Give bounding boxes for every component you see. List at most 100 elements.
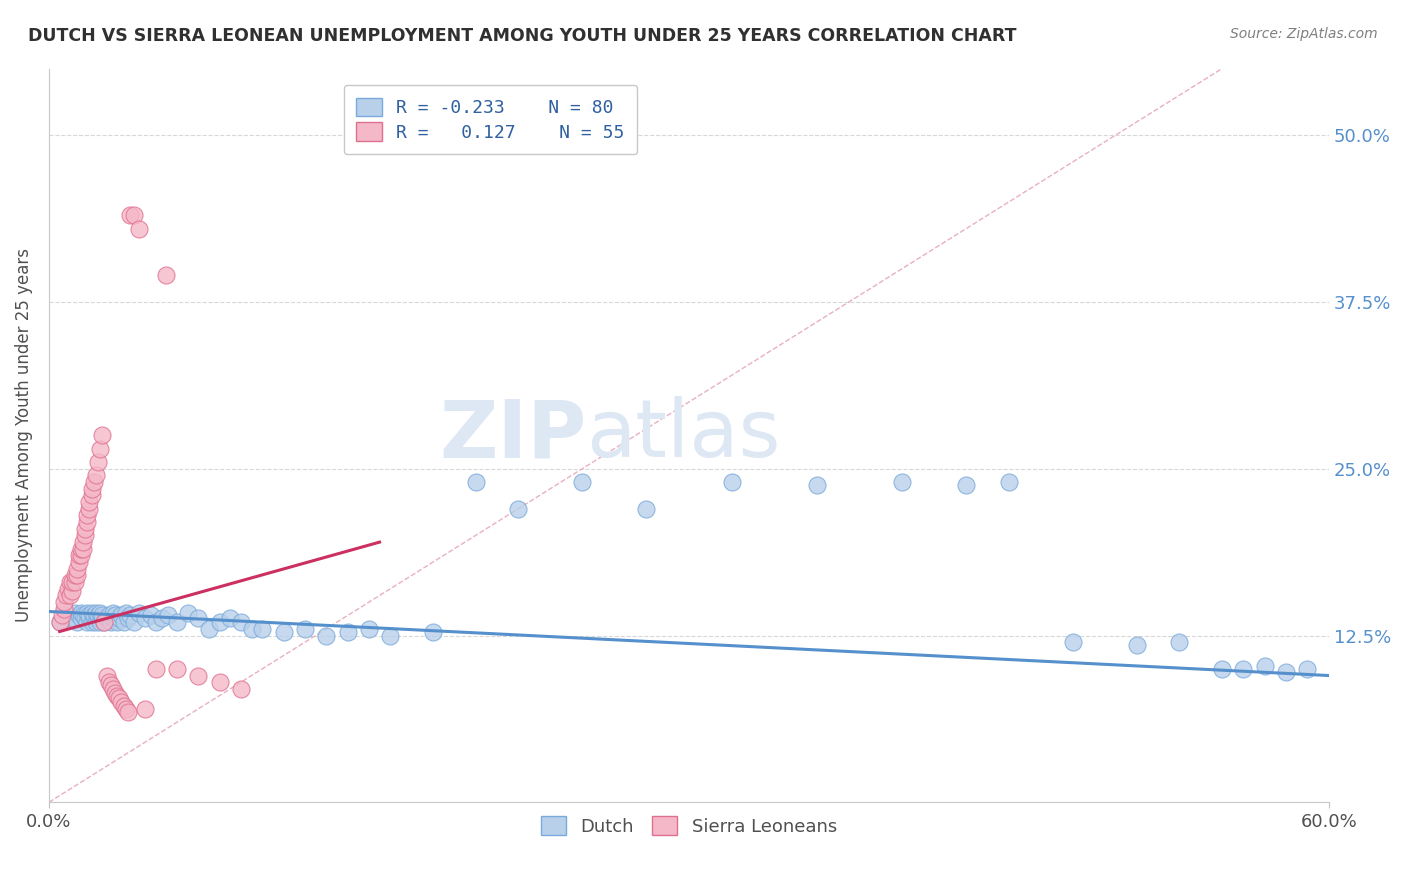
Point [63,568,86,582]
Point [636,501,658,516]
Point [96,668,118,682]
Point [508,501,530,516]
Point [75,528,97,542]
Point [63,575,86,590]
Point [72,608,94,623]
Point [198,622,221,636]
Point [124,208,146,222]
Point [998,475,1021,489]
Point [70,606,93,620]
Text: atlas: atlas [586,396,780,475]
Point [187,611,209,625]
Point [80,615,103,629]
Point [84,468,107,483]
Point [219,611,242,625]
Point [104,686,127,700]
Point [155,268,177,283]
Point [145,615,167,629]
Point [75,522,97,536]
Point [1062,635,1084,649]
Point [76,508,98,523]
Point [80,482,103,496]
Point [79,611,101,625]
Point [84,615,107,629]
Point [118,608,141,623]
Point [80,606,103,620]
Point [240,622,263,636]
Point [59,575,82,590]
Point [52,602,75,616]
Point [62,584,84,599]
Point [52,595,75,609]
Point [67,549,90,563]
Point [166,662,188,676]
Point [176,606,198,620]
Point [104,608,127,623]
Point [89,606,111,620]
Point [76,515,98,529]
Point [55,589,77,603]
Point [67,555,90,569]
Text: Source: ZipAtlas.com: Source: ZipAtlas.com [1230,27,1378,41]
Point [114,702,136,716]
Point [118,208,141,222]
Point [422,624,444,639]
Point [91,611,114,625]
Point [117,611,139,625]
Point [83,475,105,489]
Point [66,615,89,629]
Point [1232,662,1254,676]
Point [83,611,105,625]
Point [48,615,70,629]
Point [1296,662,1319,676]
Point [128,221,150,235]
Y-axis label: Unemployment Among Youth under 25 years: Unemployment Among Youth under 25 years [15,248,32,623]
Point [134,702,156,716]
Point [1168,635,1191,649]
Point [336,624,359,639]
Point [806,477,828,491]
Point [72,541,94,556]
Point [72,535,94,549]
Point [67,608,90,623]
Point [141,608,163,623]
Point [134,611,156,625]
Point [315,628,337,642]
Point [56,582,79,596]
Point [51,608,73,623]
Point [108,691,131,706]
Point [83,608,105,623]
Point [55,608,77,623]
Point [87,611,110,625]
Point [93,615,115,629]
Point [157,608,180,623]
Point [720,475,742,489]
Point [166,615,188,629]
Point [97,675,120,690]
Point [70,611,93,625]
Point [108,611,131,625]
Point [76,606,98,620]
Point [100,615,122,629]
Text: ZIP: ZIP [439,396,586,475]
Point [208,615,231,629]
Point [62,575,84,590]
Point [70,549,93,563]
Point [1126,638,1149,652]
Point [357,622,380,636]
Point [124,615,146,629]
Point [112,615,135,629]
Point [59,611,82,625]
Point [101,606,124,620]
Point [105,689,128,703]
Point [187,668,209,682]
Point [93,615,115,629]
Point [110,608,132,623]
Point [96,611,118,625]
Point [112,699,135,714]
Point [114,606,136,620]
Point [79,608,101,623]
Point [380,628,402,642]
Point [48,615,70,629]
Point [70,541,93,556]
